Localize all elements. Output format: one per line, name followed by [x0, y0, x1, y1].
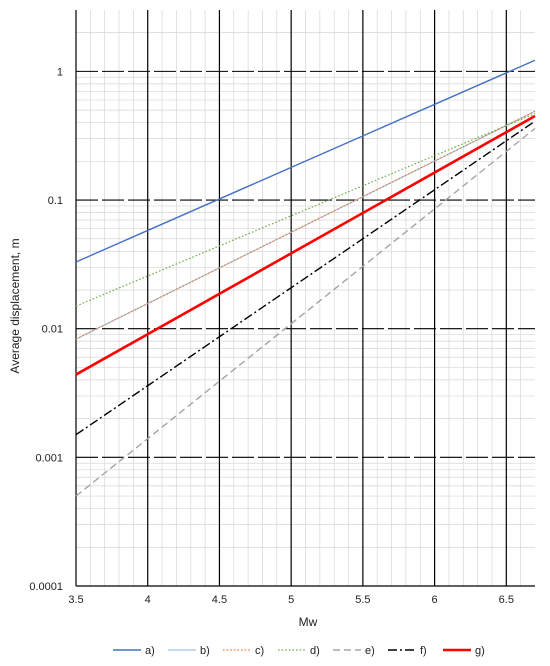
legend: a) b) c) d) e) f) g)	[113, 645, 485, 657]
legend-label: c)	[255, 645, 264, 657]
y-tick-label: 1	[57, 66, 63, 78]
x-tick-labels: 3.5 4 4.5 5 5.5 6 6.5	[68, 594, 514, 606]
x-tick-label: 5.5	[355, 594, 370, 606]
legend-label: g)	[475, 645, 485, 657]
legend-label: a)	[145, 645, 155, 657]
x-tick-label: 3.5	[68, 594, 83, 606]
series-line-c	[75, 110, 536, 340]
minor-gridlines	[76, 10, 535, 586]
legend-label: f)	[420, 645, 427, 657]
series-line-a	[75, 59, 536, 263]
y-tick-label: 0.001	[35, 452, 63, 464]
major-gridlines	[75, 10, 535, 587]
series-line-f	[75, 120, 536, 436]
legend-label: d)	[310, 645, 320, 657]
y-axis-title: Average displacement, m	[8, 238, 22, 373]
legend-label: e)	[365, 645, 375, 657]
x-tick-label: 4	[145, 594, 151, 606]
x-axis-title: Mw	[299, 615, 318, 629]
series-line-e	[75, 127, 536, 497]
x-tick-label: 4.5	[212, 594, 227, 606]
series-line-g	[75, 114, 536, 376]
legend-label: b)	[200, 645, 210, 657]
y-tick-labels: 0.0001 0.001 0.01 0.1 1	[29, 66, 63, 593]
series-line-d	[75, 113, 536, 307]
x-tick-label: 6	[432, 594, 438, 606]
x-tick-label: 6.5	[499, 594, 514, 606]
y-tick-label: 0.01	[42, 324, 63, 336]
x-tick-label: 5	[288, 594, 294, 606]
y-tick-label: 0.1	[48, 195, 63, 207]
y-tick-label: 0.0001	[29, 581, 63, 593]
series-lines	[75, 59, 536, 497]
